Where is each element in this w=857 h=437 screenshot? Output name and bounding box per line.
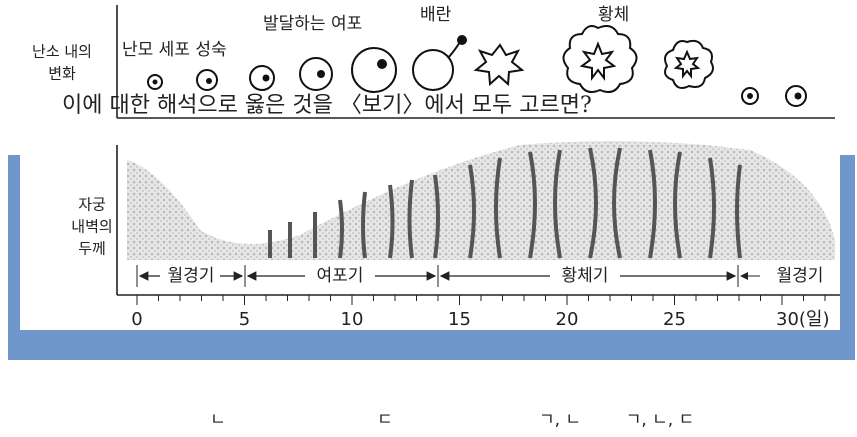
x-tick-label: 0 bbox=[131, 309, 142, 330]
lining-illustration bbox=[127, 141, 835, 260]
x-tick-label: 5 bbox=[239, 309, 250, 330]
uterus-label: 자궁 bbox=[78, 196, 106, 214]
phase-label: 월경기 bbox=[777, 266, 824, 286]
uterus-panel: 자궁 내벽의 두께 월경기 여포기 황체기 월경기 0 5 10 15 20 25 30(일… bbox=[71, 141, 840, 330]
gland-lines bbox=[268, 147, 742, 259]
x-tick-label: 30(일) bbox=[776, 309, 830, 330]
x-tick-label: 15 bbox=[448, 309, 471, 330]
phase-label: 황체기 bbox=[562, 266, 609, 286]
x-axis-ticks: 0 5 10 15 20 25 30(일) bbox=[131, 295, 830, 330]
stage-label: 발달하는 여포 bbox=[263, 14, 362, 34]
question-text: 이에 대한 해석으로 옳은 것을 〈보기〉에서 모두 고르면? bbox=[62, 93, 592, 118]
uterus-label: 내벽의 bbox=[71, 218, 112, 236]
follicle-icons bbox=[147, 25, 807, 107]
stage-label: 황체 bbox=[598, 5, 629, 25]
stage-label: 배란 bbox=[420, 5, 452, 25]
phase-label: 월경기 bbox=[168, 266, 215, 286]
ovary-label: 난소 내의 bbox=[32, 43, 92, 61]
x-tick-label: 25 bbox=[663, 309, 686, 330]
choice: ㄱ, ㄴ bbox=[539, 410, 581, 430]
stage-label: 난모 세포 성숙 bbox=[122, 40, 227, 60]
phase-label: 여포기 bbox=[317, 266, 364, 286]
choice: ㄷ bbox=[377, 410, 393, 430]
choice: ㄴ bbox=[210, 410, 226, 430]
uterus-label: 두께 bbox=[78, 240, 106, 258]
choice: ㄱ, ㄴ, ㄷ bbox=[626, 410, 695, 430]
ovary-label: 변화 bbox=[48, 65, 76, 83]
x-tick-label: 20 bbox=[556, 309, 579, 330]
ovary-panel: 난소 내의 변화 난모 세포 성숙 발달하는 여포 배란 황체 이에 대한 해석… bbox=[32, 5, 835, 119]
choices: ㄴ ㄷ ㄱ, ㄴ ㄱ, ㄴ, ㄷ bbox=[210, 410, 694, 430]
x-tick-label: 10 bbox=[341, 309, 364, 330]
phase-row: 월경기 여포기 황체기 월경기 bbox=[136, 264, 824, 288]
